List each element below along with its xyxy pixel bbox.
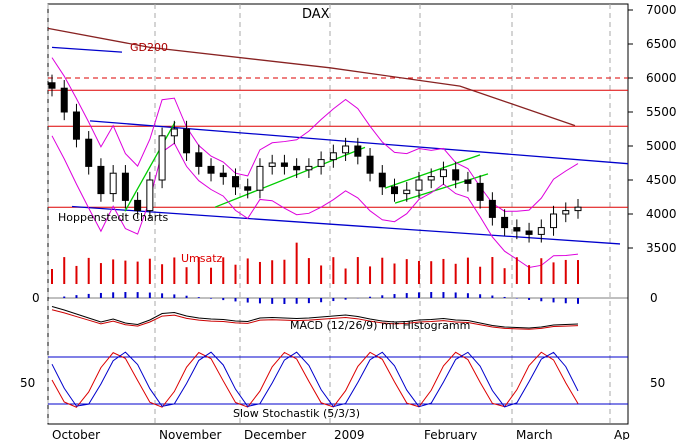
macd-line [51, 306, 579, 329]
candle-body [366, 155, 374, 174]
candle-body [329, 152, 337, 161]
macd-label: MACD (12/26/9) mit Histogramm [290, 319, 471, 332]
stoch-k-line [51, 351, 579, 408]
x-tick-label: 2009 [334, 428, 365, 440]
candle-body [501, 216, 509, 229]
channel-upper [89, 120, 629, 165]
gd200-line [47, 27, 576, 127]
chart-title: DAX [302, 7, 330, 22]
bollinger-lower [51, 135, 579, 269]
x-tick-label: October [52, 428, 100, 440]
trend-line [394, 173, 489, 204]
x-tick-label: November [159, 428, 221, 440]
macd-signal-line [51, 309, 579, 330]
candle-body [354, 145, 362, 157]
candle-body [476, 182, 484, 201]
candle-body [562, 210, 570, 215]
candle-body [85, 138, 93, 167]
candle-body [97, 165, 105, 195]
y-tick-label: 5500 [646, 105, 676, 119]
y-tick-label: 4000 [646, 207, 676, 221]
candle-body [464, 179, 472, 184]
candle-body [525, 230, 533, 235]
candle-body [219, 172, 227, 178]
candle-body [550, 213, 558, 229]
bollinger-upper [51, 57, 579, 212]
candle-body [403, 189, 411, 195]
candle-body [109, 172, 117, 195]
y-tick-label: 6500 [646, 37, 676, 51]
candle-body [488, 199, 496, 218]
stochastic-label: Slow Stochastik (5/3/3) [233, 407, 361, 420]
x-tick-label: March [516, 428, 553, 440]
gd200-label: GD200 [130, 41, 168, 54]
candle-body [244, 186, 252, 191]
stoch-tick-label: 50 [20, 376, 35, 390]
candle-body [391, 186, 399, 195]
candle-body [574, 206, 582, 212]
candle-body [268, 162, 276, 167]
macd-zero-label: 0 [32, 291, 40, 305]
candle-body [183, 128, 191, 154]
y-tick-label: 5000 [646, 139, 676, 153]
candle-body [134, 199, 142, 212]
y-tick-label: 6000 [646, 71, 676, 85]
candle-body [121, 172, 129, 201]
candle-body [170, 128, 178, 137]
candle-body [231, 176, 239, 188]
stoch-d-line [51, 351, 579, 408]
candle-body [452, 169, 460, 181]
candle-body [342, 145, 350, 154]
trend-line [384, 154, 481, 189]
trend-line [214, 146, 366, 208]
candle-body [48, 82, 56, 89]
y-tick-label: 3500 [646, 241, 676, 255]
candle-body [427, 176, 435, 181]
candle-body [378, 172, 386, 188]
candle-body [280, 162, 288, 167]
y-tick-label: 7000 [646, 3, 676, 17]
x-tick-label: Ap [614, 428, 630, 440]
macd-zero-label: 0 [650, 291, 658, 305]
trend-line [124, 121, 176, 212]
candle-body [158, 135, 166, 181]
candle-body [305, 165, 313, 171]
y-tick-label: 4500 [646, 173, 676, 187]
candle-body [146, 179, 154, 212]
candle-body [195, 152, 203, 167]
candle-body [256, 165, 264, 191]
candle-body [72, 111, 80, 140]
channel-top-left [51, 46, 123, 53]
stoch-tick-label: 50 [650, 376, 665, 390]
x-tick-label: December [244, 428, 306, 440]
x-tick-label: February [424, 428, 477, 440]
candle-body [60, 87, 68, 113]
candle-body [415, 179, 423, 191]
source-label: Hoppenstedt Charts [58, 211, 169, 224]
candle-body [439, 169, 447, 178]
candle-body [317, 159, 325, 167]
candle-body [537, 227, 545, 235]
candle-body [293, 165, 301, 171]
candle-body [207, 165, 215, 174]
candle-body [513, 227, 521, 232]
volume-label: Umsatz [181, 252, 223, 265]
